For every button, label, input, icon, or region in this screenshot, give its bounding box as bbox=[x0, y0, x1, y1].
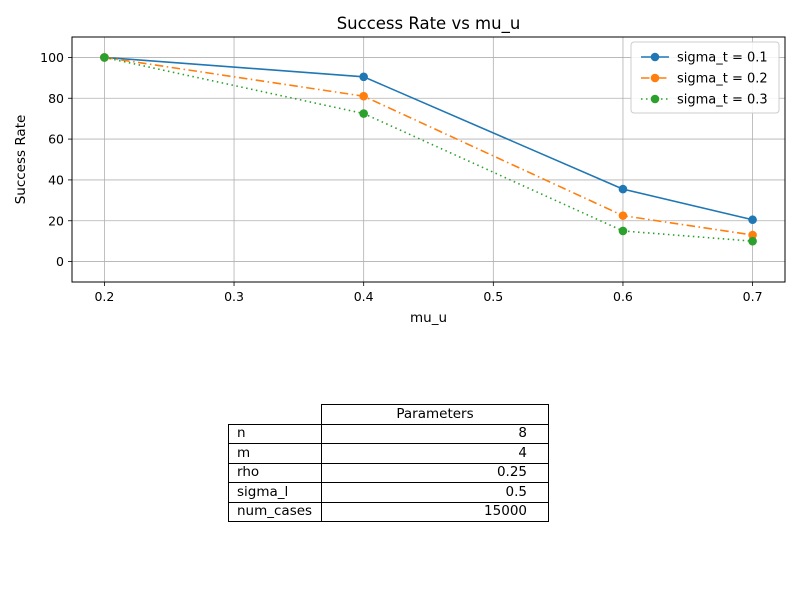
table-row: rho 0.25 bbox=[228, 462, 549, 483]
table-row-label: rho bbox=[228, 462, 322, 483]
y-tick-label: 100 bbox=[40, 50, 64, 65]
table-row-value: 4 bbox=[321, 443, 549, 464]
chart-title: Success Rate vs mu_u bbox=[337, 14, 521, 34]
series-line bbox=[104, 56, 753, 221]
ticks-layer: 0.2 0.3 0.4 0.5 0.6 0.7 0 20 40 60 80 100 bbox=[40, 50, 762, 304]
series-point bbox=[100, 53, 109, 62]
series-point bbox=[748, 236, 757, 246]
table-row-label: num_cases bbox=[228, 501, 322, 522]
table-row-value: 15000 bbox=[321, 501, 549, 522]
table-row: n 8 bbox=[228, 423, 549, 444]
series-point bbox=[618, 211, 628, 220]
legend-marker bbox=[650, 52, 660, 62]
x-tick-label: 0.6 bbox=[613, 289, 633, 304]
series-point bbox=[359, 109, 368, 118]
x-tick-label: 0.3 bbox=[224, 289, 244, 304]
table-row-value: 0.5 bbox=[321, 482, 549, 503]
series-point bbox=[359, 72, 368, 82]
legend-marker bbox=[650, 94, 660, 104]
table-row: m 4 bbox=[228, 443, 549, 464]
parameters-table: Parameters n 8 m 4 rho 0.25 sigma_l 0.5 … bbox=[228, 404, 549, 522]
x-tick-label: 0.7 bbox=[743, 289, 763, 304]
series-layer bbox=[100, 53, 757, 246]
table-row-label: m bbox=[228, 443, 322, 464]
legend: sigma_t = 0.1 sigma_t = 0.2 sigma_t = 0.3 bbox=[630, 41, 780, 114]
table-column-header: Parameters bbox=[321, 404, 549, 425]
table-row-label: sigma_l bbox=[228, 482, 322, 503]
legend-label: sigma_t = 0.2 bbox=[677, 72, 768, 87]
table-row-label: n bbox=[228, 423, 322, 444]
table-row: sigma_l 0.5 bbox=[228, 482, 549, 503]
axes-frame bbox=[71, 36, 786, 283]
x-tick-label: 0.5 bbox=[483, 289, 503, 304]
legend-marker bbox=[650, 73, 660, 83]
series-point bbox=[618, 184, 628, 194]
y-tick-label: 20 bbox=[48, 213, 64, 228]
table-row-value: 0.25 bbox=[321, 462, 549, 483]
legend-box bbox=[630, 41, 780, 114]
table-header-row: Parameters bbox=[229, 404, 549, 425]
series-line bbox=[104, 56, 753, 236]
x-tick-label: 0.4 bbox=[354, 289, 374, 304]
legend-label: sigma_t = 0.3 bbox=[677, 93, 768, 108]
table-row: num_cases 15000 bbox=[228, 501, 549, 522]
table-corner-cell bbox=[229, 405, 322, 425]
table-row-value: 8 bbox=[321, 423, 549, 444]
series-point bbox=[748, 230, 757, 240]
legend-label: sigma_t = 0.1 bbox=[677, 51, 768, 66]
x-tick-label: 0.2 bbox=[94, 289, 114, 304]
y-tick-label: 80 bbox=[48, 91, 64, 106]
series-point bbox=[748, 215, 757, 225]
y-axis-label: Success Rate bbox=[13, 115, 29, 205]
y-tick-label: 0 bbox=[56, 254, 64, 269]
x-axis-label: mu_u bbox=[410, 310, 447, 326]
series-point bbox=[359, 91, 368, 101]
series-point bbox=[618, 226, 628, 236]
y-tick-label: 40 bbox=[48, 172, 64, 187]
y-tick-label: 60 bbox=[48, 132, 64, 147]
